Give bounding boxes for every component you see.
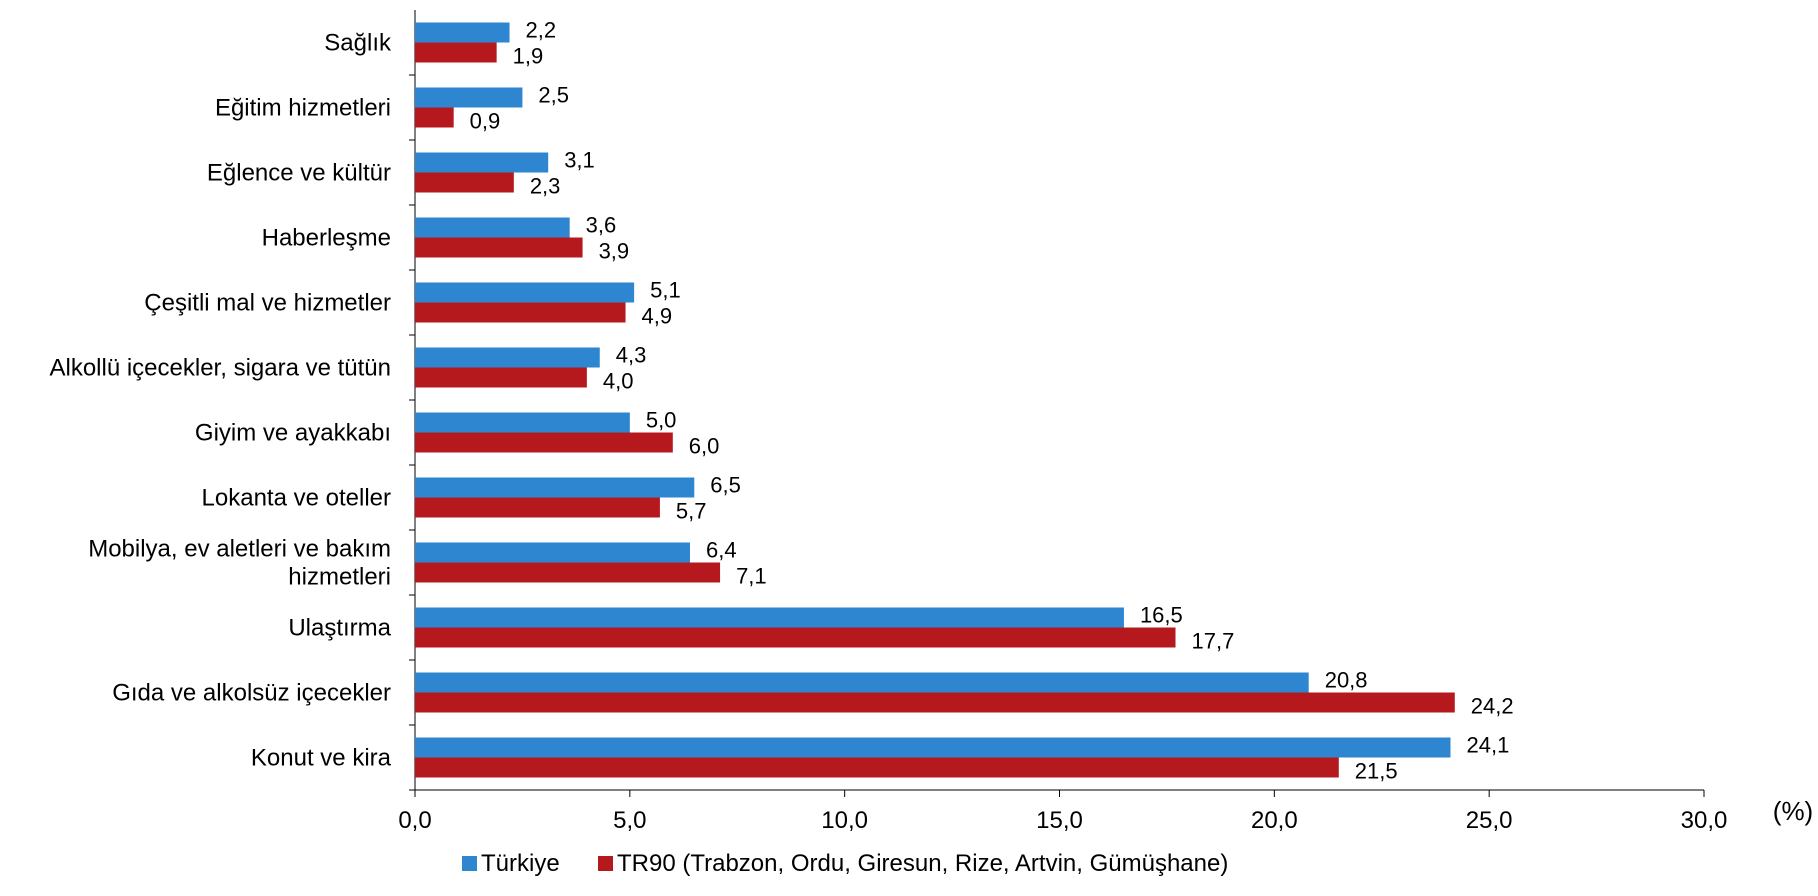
category-label-haberlesme: Haberleşme	[262, 225, 391, 252]
bar-tr90-lokanta-ve-oteller	[415, 497, 660, 518]
category-label-eglence-ve-kultur: Eğlence ve kültür	[207, 160, 391, 187]
x-tick-label: 30,0	[1681, 807, 1728, 834]
category-label-saglik: Sağlık	[324, 30, 392, 57]
x-ticks: 0,0 5,0 10,0 15,0 20,0 25,0 30,0	[398, 790, 1727, 834]
category-label-alkollu-icecekler-sigara-ve-tutun: Alkollü içecekler, sigara ve tütün	[49, 355, 391, 382]
bar-turkiye-konut-ve-kira	[415, 737, 1451, 758]
legend-swatch-turkiye	[462, 856, 477, 871]
bar-turkiye-gida-ve-alkolsuz-icecekler	[415, 672, 1309, 693]
bar-turkiye-ulastirma	[415, 607, 1124, 628]
bar-turkiye-egitim-hizmetleri	[415, 87, 523, 108]
x-tick-label: 15,0	[1036, 807, 1083, 834]
bar-tr90-egitim-hizmetleri	[415, 107, 454, 128]
bar-turkiye-eglence-ve-kultur	[415, 152, 549, 173]
data-label-turkiye-egitim-hizmetleri: 2,5	[538, 83, 569, 108]
x-tick-label: 0,0	[398, 807, 431, 834]
bar-tr90-eglence-ve-kultur	[415, 172, 514, 193]
bar-tr90-giyim-ve-ayakkabi	[415, 432, 673, 453]
bar-tr90-alkollu-icecekler-sigara-ve-tutun	[415, 367, 587, 388]
data-label-turkiye-eglence-ve-kultur: 3,1	[564, 148, 595, 173]
data-label-turkiye-mobilya-ev-aletleri-ve-bakim-hizmetleri: 6,4	[706, 538, 737, 563]
data-label-tr90-ulastirma: 17,7	[1192, 629, 1235, 654]
bar-turkiye-mobilya-ev-aletleri-ve-bakim-hizmetleri	[415, 542, 690, 563]
data-label-turkiye-konut-ve-kira: 24,1	[1466, 733, 1509, 758]
x-axis-unit-label: (%)	[1773, 796, 1813, 826]
category-labels: Sağlık Eğitim hizmetleri Eğlence ve kültür…	[49, 30, 415, 791]
bar-tr90-mobilya-ev-aletleri-ve-bakim-hizmetleri	[415, 562, 721, 583]
category-label-giyim-ve-ayakkabi: Giyim ve ayakkabı	[195, 420, 391, 447]
legend-label-turkiye: Türkiye	[481, 850, 560, 877]
data-labels: 2,21,9 2,5 0,9 3,12,3 3,63,9 5,14,9 4,34,0 5,0 6…	[470, 18, 1514, 784]
data-label-tr90-gida-ve-alkolsuz-icecekler: 24,2	[1471, 694, 1514, 719]
bar-turkiye-saglik	[415, 22, 510, 43]
bar-turkiye-haberlesme	[415, 217, 570, 238]
data-label-turkiye-cesitli-mal-ve-hizmetler: 5,1	[650, 278, 681, 303]
data-label-turkiye-haberlesme: 3,6	[586, 213, 617, 238]
category-label-konut-ve-kira: Konut ve kira	[251, 745, 392, 772]
x-tick-label: 10,0	[821, 807, 868, 834]
legend: Türkiye TR90 (Trabzon, Ordu, Giresun, Riz…	[462, 850, 1228, 877]
x-tick-label: 20,0	[1251, 807, 1298, 834]
bar-tr90-konut-ve-kira	[415, 757, 1339, 778]
data-label-tr90-eglence-ve-kultur: 2,3	[530, 174, 561, 199]
data-label-turkiye-lokanta-ve-oteller: 6,5	[710, 473, 741, 498]
legend-label-tr90: TR90 (Trabzon, Ordu, Giresun, Rize, Artv…	[617, 850, 1228, 877]
bar-turkiye-alkollu-icecekler-sigara-ve-tutun	[415, 347, 600, 368]
bar-turkiye-lokanta-ve-oteller	[415, 477, 695, 498]
bar-tr90-haberlesme	[415, 237, 583, 258]
category-label-mobilya-ev-aletleri-ve-bakim-hizmetleri: Mobilya, ev aletleri ve bakım hizmetleri	[88, 536, 391, 591]
bar-turkiye-cesitli-mal-ve-hizmetler	[415, 282, 635, 303]
legend-swatch-tr90	[598, 856, 613, 871]
data-label-turkiye-ulastirma: 16,5	[1140, 603, 1183, 628]
bar-tr90-saglik	[415, 42, 497, 63]
bar-tr90-ulastirma	[415, 627, 1176, 648]
category-label-egitim-hizmetleri: Eğitim hizmetleri	[215, 95, 391, 122]
category-label-ulastirma: Ulaştırma	[288, 615, 391, 642]
category-label-gida-ve-alkolsuz-icecekler: Gıda ve alkolsüz içecekler	[112, 680, 391, 707]
bar-tr90-cesitli-mal-ve-hizmetler	[415, 302, 626, 323]
data-label-tr90-cesitli-mal-ve-hizmetler: 4,9	[642, 304, 673, 329]
data-label-turkiye-saglik: 2,2	[526, 18, 557, 43]
category-label-lokanta-ve-oteller: Lokanta ve oteller	[202, 485, 391, 512]
bars	[415, 22, 1455, 778]
x-tick-label: 5,0	[613, 807, 646, 834]
data-label-turkiye-giyim-ve-ayakkabi: 5,0	[646, 408, 677, 433]
data-label-tr90-alkollu-icecekler-sigara-ve-tutun: 4,0	[603, 369, 634, 394]
data-label-tr90-konut-ve-kira: 21,5	[1355, 759, 1398, 784]
x-tick-label: 25,0	[1466, 807, 1513, 834]
data-label-turkiye-gida-ve-alkolsuz-icecekler: 20,8	[1325, 668, 1368, 693]
bar-turkiye-giyim-ve-ayakkabi	[415, 412, 630, 433]
data-label-tr90-egitim-hizmetleri: 0,9	[470, 109, 501, 134]
data-label-turkiye-alkollu-icecekler-sigara-ve-tutun: 4,3	[616, 343, 647, 368]
data-label-tr90-lokanta-ve-oteller: 5,7	[676, 499, 707, 524]
bar-tr90-gida-ve-alkolsuz-icecekler	[415, 692, 1455, 713]
data-label-tr90-saglik: 1,9	[513, 44, 544, 69]
data-label-tr90-mobilya-ev-aletleri-ve-bakim-hizmetleri: 7,1	[736, 564, 767, 589]
data-label-tr90-giyim-ve-ayakkabi: 6,0	[689, 434, 720, 459]
data-label-tr90-haberlesme: 3,9	[599, 239, 630, 264]
category-label-cesitli-mal-ve-hizmetler: Çeşitli mal ve hizmetler	[144, 290, 391, 317]
